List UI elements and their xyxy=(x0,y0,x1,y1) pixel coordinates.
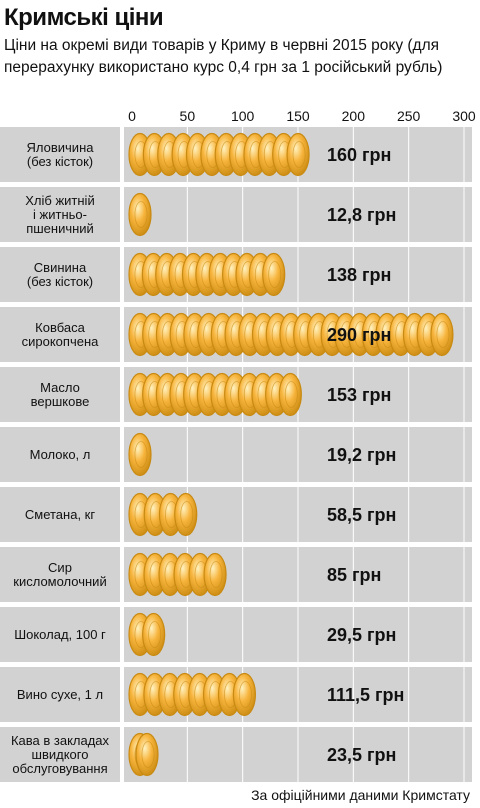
chart-subtitle: Ціни на окремі види товарів у Криму в че… xyxy=(4,37,443,76)
category-panel xyxy=(0,247,120,302)
coin-inner-ring xyxy=(134,201,148,228)
category-label: Шоколад, 100 г xyxy=(14,627,106,642)
category-label: Молоко, л xyxy=(30,447,91,462)
coin-inner-ring xyxy=(268,261,282,288)
value-label: 23,5 грн xyxy=(327,745,396,765)
coin-inner-ring xyxy=(436,321,450,348)
category-label: кисломолочний xyxy=(13,574,106,589)
category-panel xyxy=(0,727,120,782)
category-label: Яловичина xyxy=(27,140,95,155)
category-panel xyxy=(0,307,120,362)
gold-coin-icon xyxy=(286,132,310,177)
coin-inner-ring xyxy=(148,621,162,648)
category-label: Кава в закладах xyxy=(11,733,110,748)
value-label: 290 грн xyxy=(327,325,391,345)
category-label: Ковбаса xyxy=(35,320,85,335)
gold-coin-icon xyxy=(232,672,256,717)
value-label: 160 грн xyxy=(327,145,391,165)
chart-title: Кримські ціни xyxy=(4,4,164,31)
category-label: Свинина xyxy=(34,260,87,275)
x-tick-label: 50 xyxy=(180,108,196,124)
coin-inner-ring xyxy=(209,561,223,588)
value-label: 153 грн xyxy=(327,385,391,405)
category-label: Сметана, кг xyxy=(25,507,95,522)
x-tick-label: 0 xyxy=(128,108,136,124)
source-note: За офіційними даними Кримстату xyxy=(251,787,470,803)
value-label: 138 грн xyxy=(327,265,391,285)
value-label: 12,8 грн xyxy=(327,205,396,225)
category-panel xyxy=(0,607,120,662)
coin-inner-ring xyxy=(238,681,252,708)
gold-coin-icon xyxy=(430,312,454,357)
x-tick-label: 100 xyxy=(231,108,255,124)
category-label: і житньо- xyxy=(33,207,87,222)
category-panel xyxy=(0,547,120,602)
category-label: швидкого xyxy=(32,747,89,762)
coin-inner-ring xyxy=(284,381,298,408)
x-tick-label: 200 xyxy=(342,108,366,124)
category-panel xyxy=(0,427,120,482)
category-panel xyxy=(0,667,120,722)
coin-inner-ring xyxy=(134,441,148,468)
gold-coin-icon xyxy=(128,192,152,237)
category-label: сирокопчена xyxy=(22,334,100,349)
coin-inner-ring xyxy=(141,741,155,768)
category-label: вершкове xyxy=(31,394,90,409)
value-label: 29,5 грн xyxy=(327,625,396,645)
gold-coin-icon xyxy=(262,252,286,297)
gold-coin-icon xyxy=(174,492,198,537)
category-panel xyxy=(0,367,120,422)
x-tick-label: 300 xyxy=(452,108,476,124)
coin-inner-ring xyxy=(180,501,194,528)
coin-inner-ring xyxy=(292,141,306,168)
category-label: (без кісток) xyxy=(27,274,93,289)
category-label: Хліб житній xyxy=(25,193,94,208)
category-panel xyxy=(0,487,120,542)
gold-coin-icon xyxy=(278,372,302,417)
category-panel xyxy=(0,127,120,182)
category-label: Вино сухе, 1 л xyxy=(17,687,103,702)
category-label: (без кісток) xyxy=(27,154,93,169)
value-label: 58,5 грн xyxy=(327,505,396,525)
category-label: обслуговування xyxy=(12,761,107,776)
x-tick-label: 250 xyxy=(397,108,421,124)
gold-coin-icon xyxy=(128,432,152,477)
category-label: Масло xyxy=(40,380,80,395)
value-label: 85 грн xyxy=(327,565,381,585)
gold-coin-icon xyxy=(135,732,159,777)
value-label: 19,2 грн xyxy=(327,445,396,465)
x-tick-label: 150 xyxy=(286,108,310,124)
value-label: 111,5 грн xyxy=(327,685,404,705)
category-panel xyxy=(0,187,120,242)
category-label: пшеничний xyxy=(26,221,94,236)
gold-coin-icon xyxy=(203,552,227,597)
category-label: Сир xyxy=(48,560,72,575)
gold-coin-icon xyxy=(142,612,166,657)
